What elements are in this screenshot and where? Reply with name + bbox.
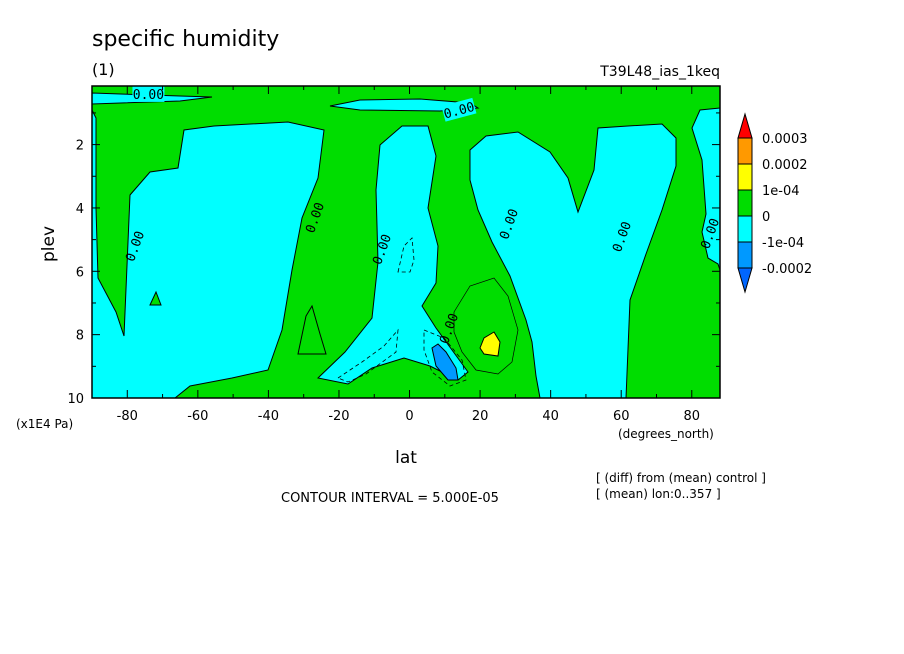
colorbar-segment <box>737 137 753 165</box>
colorbar-segment <box>737 215 753 243</box>
chart-subtitle: (1) <box>92 60 115 79</box>
y-axis-units: (x1E4 Pa) <box>16 417 73 431</box>
contour-positive-0 <box>453 277 519 375</box>
filled-regions <box>91 92 721 399</box>
region-green-triangle <box>149 290 162 306</box>
plot-area: 0.000.000.000.000.000.00 0.000.000.00 <box>91 85 723 399</box>
y-tick-label: 8 <box>76 329 84 344</box>
region-cyan-south <box>91 109 325 399</box>
y-tick-label: 4 <box>76 202 84 217</box>
contour-interval: CONTOUR INTERVAL = 5.000E-05 <box>281 491 499 506</box>
note-diff: [ (diff) from (mean) control ] <box>596 471 766 485</box>
x-tick-label: -20 <box>328 409 349 424</box>
x-tick-label: 0 <box>405 409 413 424</box>
contour-label-bg <box>132 85 165 102</box>
colorbar-segment <box>737 163 753 191</box>
colorbar-label: 0.0002 <box>762 158 808 173</box>
x-tick-label: 40 <box>542 409 559 424</box>
colorbar-label: 0.0003 <box>762 132 808 147</box>
region-cyan-north <box>469 123 677 399</box>
x-tick-label: 60 <box>613 409 630 424</box>
region-blue-blob <box>431 343 459 381</box>
chart-title: specific humidity <box>92 27 279 52</box>
y-axis: 2 4 6 8 10 <box>67 112 720 407</box>
region-yellow-blob <box>479 331 501 357</box>
region-cyan-central <box>316 125 469 385</box>
colorbar-segment <box>737 189 753 217</box>
y-tick-label: 10 <box>67 392 84 407</box>
colorbar: 0.0003 0.0002 1e-04 0 -1e-04 -0.0002 <box>737 112 812 294</box>
experiment-label: T39L48_ias_1keq <box>599 64 720 80</box>
contour-label: 0.00 <box>133 88 164 103</box>
x-tick-label: -40 <box>258 409 279 424</box>
region-green-pocket <box>297 304 327 355</box>
region-cyan-north-edge <box>691 107 721 271</box>
colorbar-top-arrow <box>737 112 753 139</box>
y-tick-label: 6 <box>76 265 84 280</box>
x-tick-label: -60 <box>187 409 208 424</box>
x-tick-label: 20 <box>472 409 489 424</box>
colorbar-segment <box>737 241 753 269</box>
x-tick-label: 80 <box>684 409 701 424</box>
x-axis-units: (degrees_north) <box>618 427 714 441</box>
colorbar-label: 0 <box>762 210 770 225</box>
colorbar-label: 1e-04 <box>762 184 800 199</box>
x-axis: -80 -60 -40 -20 0 20 40 60 80 <box>91 86 701 424</box>
x-axis-label: lat <box>395 448 417 468</box>
x-tick-label: -80 <box>117 409 138 424</box>
plot-frame <box>91 85 721 399</box>
contour-lines <box>337 237 519 387</box>
colorbar-label: -1e-04 <box>762 236 804 251</box>
contour-negative-1 <box>397 237 415 273</box>
contour-negative-2 <box>423 329 467 387</box>
y-axis-label: plev <box>39 226 59 262</box>
colorbar-bottom-arrow <box>737 267 753 294</box>
y-tick-label: 2 <box>76 139 84 154</box>
note-mean: [ (mean) lon:0..357 ] <box>596 487 721 501</box>
colorbar-label: -0.0002 <box>762 262 812 277</box>
